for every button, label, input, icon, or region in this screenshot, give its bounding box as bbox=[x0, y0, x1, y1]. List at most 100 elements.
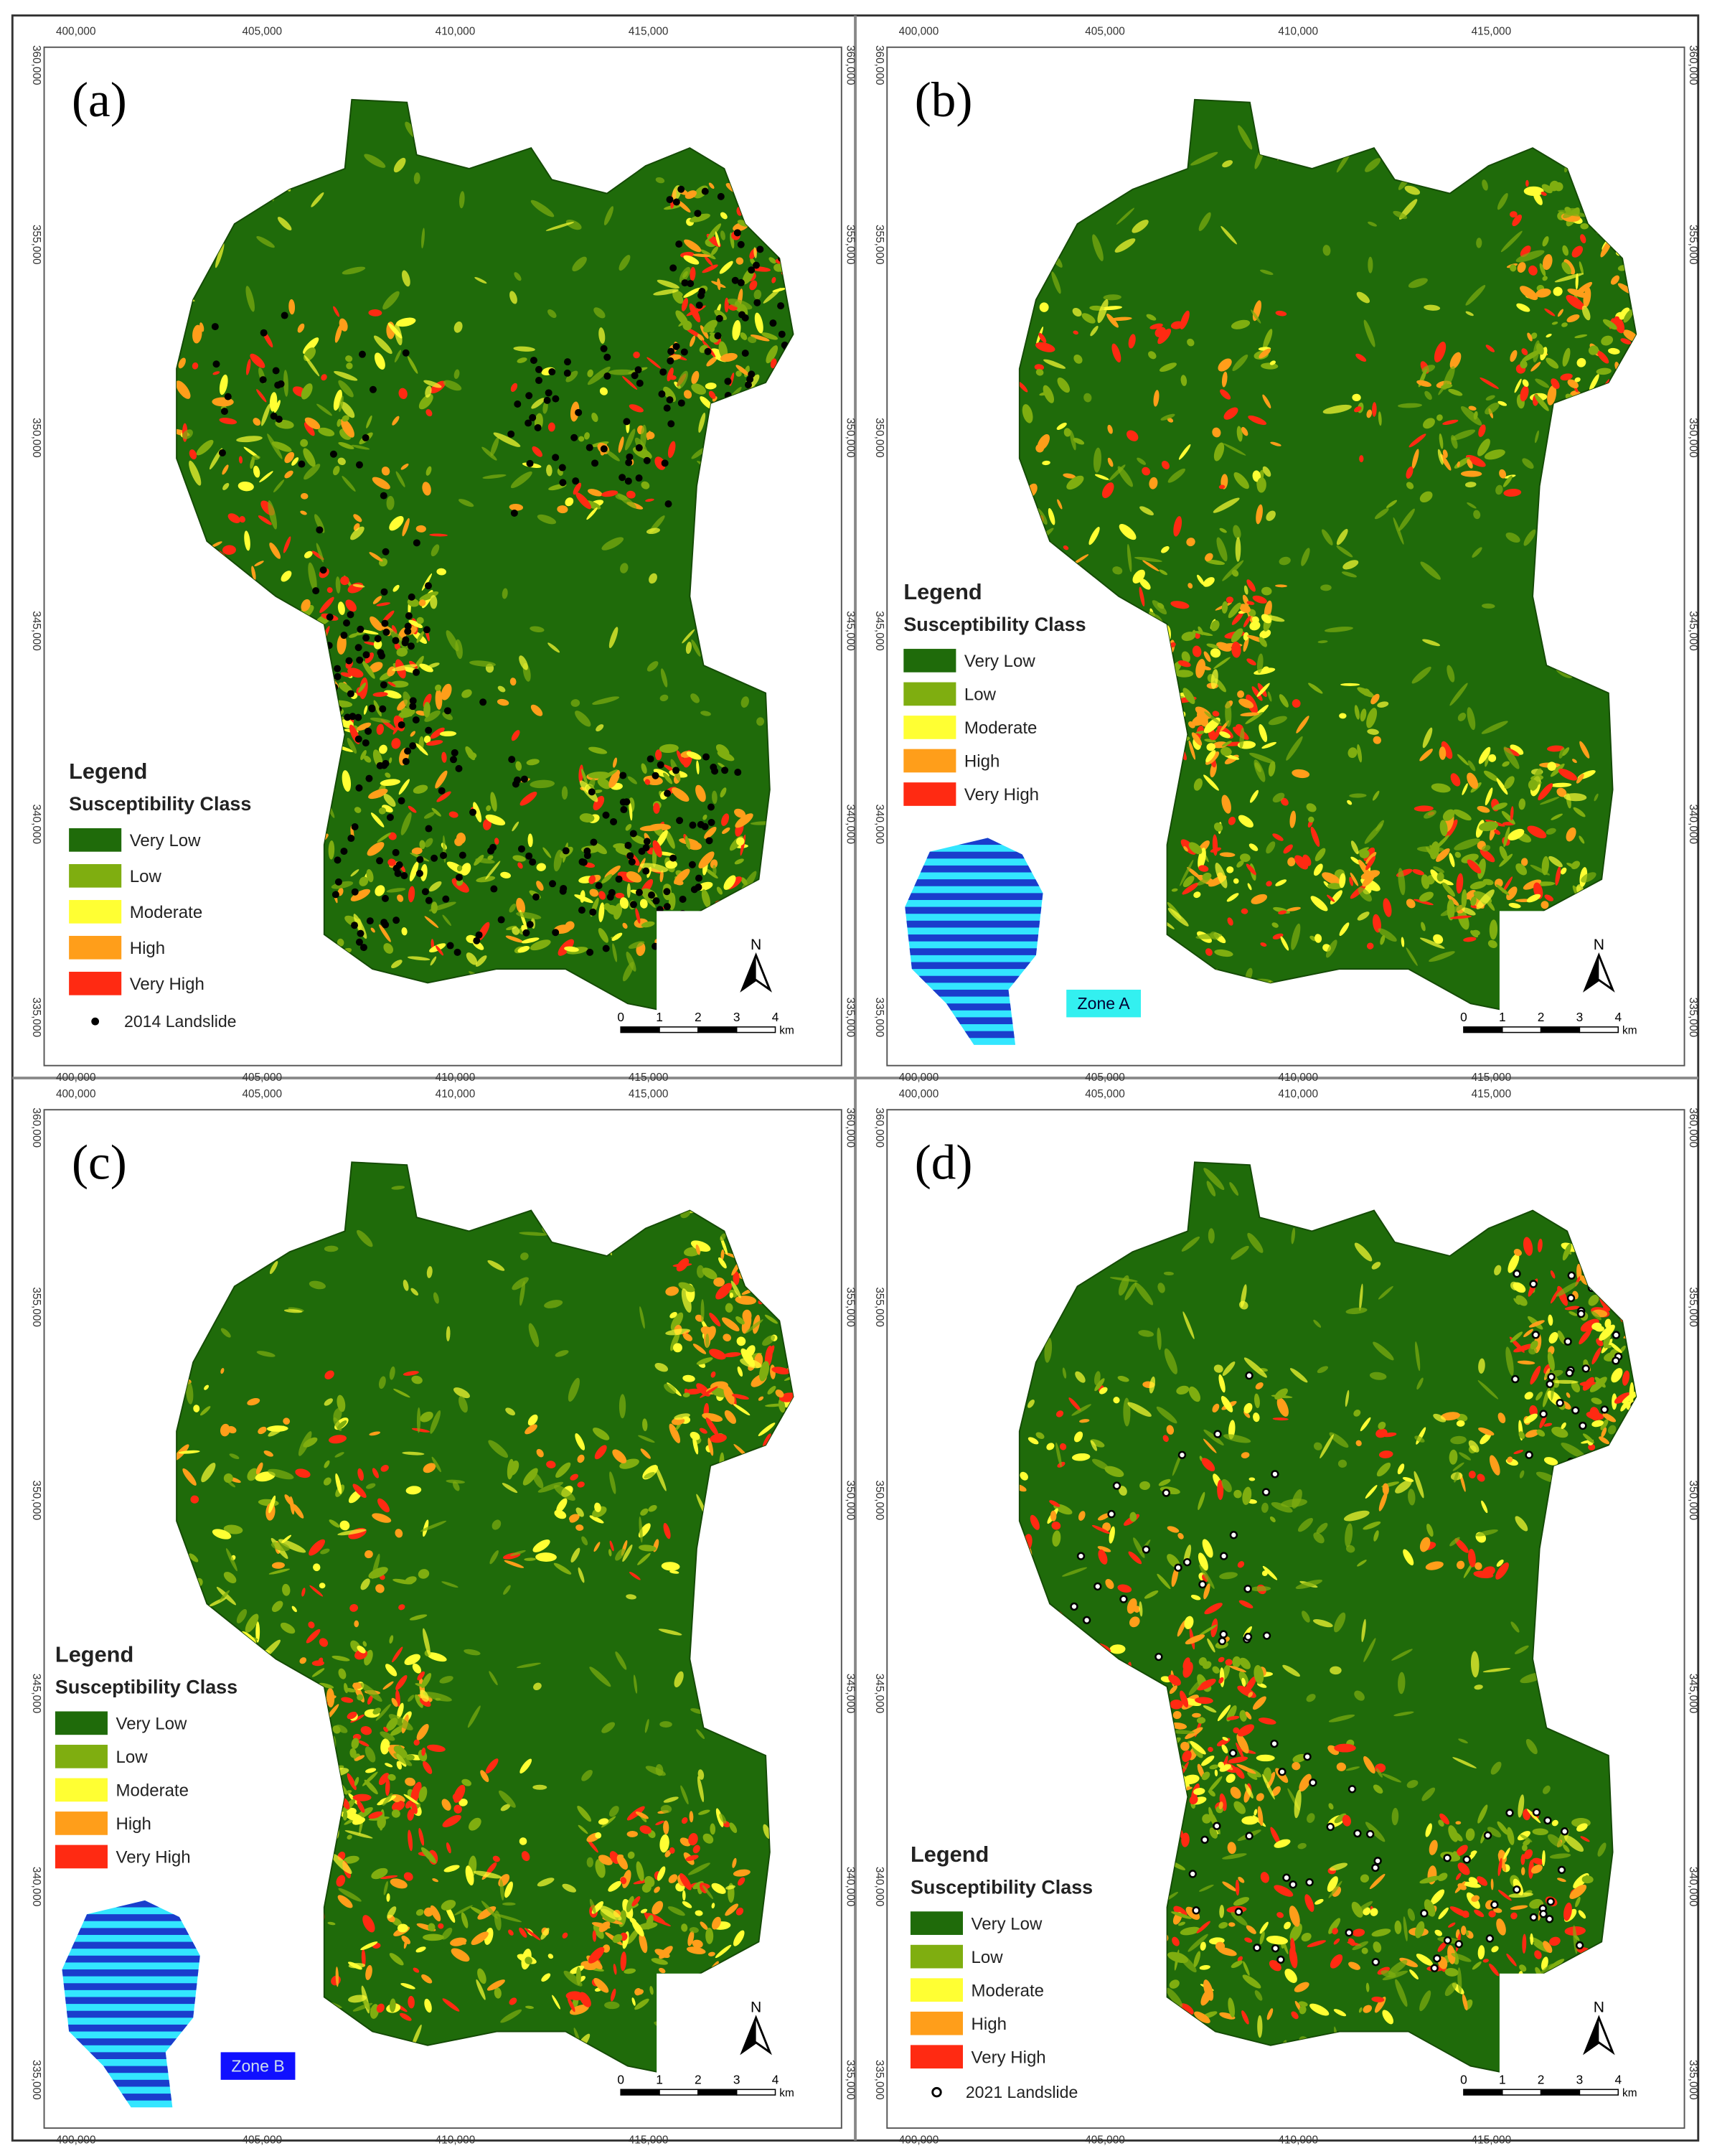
x-tick-label: 415,000 bbox=[629, 1072, 669, 1084]
texture-patch bbox=[1212, 1403, 1220, 1413]
texture-patch bbox=[1452, 1851, 1458, 1860]
texture-patch bbox=[700, 249, 716, 260]
texture-patch bbox=[1478, 746, 1491, 764]
texture-patch bbox=[1202, 1814, 1212, 1824]
texture-patch bbox=[1304, 1894, 1314, 1912]
landslide-point bbox=[1082, 1616, 1091, 1625]
landslide-point bbox=[260, 329, 268, 337]
texture-patch bbox=[516, 911, 542, 919]
texture-patch bbox=[717, 278, 721, 291]
texture-patch bbox=[443, 1865, 460, 1873]
texture-patch bbox=[681, 1817, 688, 1824]
landslide-point bbox=[356, 656, 364, 664]
texture-patch bbox=[362, 660, 375, 679]
landslide-point bbox=[1529, 1280, 1538, 1288]
texture-patch bbox=[721, 813, 730, 826]
x-tick-label: 415,000 bbox=[1472, 25, 1512, 37]
texture-patch bbox=[613, 1964, 617, 1975]
texture-patch bbox=[1548, 1314, 1553, 1326]
texture-patch bbox=[1416, 1377, 1424, 1390]
texture-patch bbox=[1398, 508, 1415, 531]
texture-patch bbox=[698, 412, 706, 433]
texture-patch bbox=[1250, 1586, 1271, 1592]
texture-patch bbox=[661, 1562, 680, 1571]
texture-patch bbox=[1336, 545, 1353, 558]
texture-patch bbox=[227, 513, 240, 523]
texture-patch bbox=[219, 418, 237, 425]
texture-patch bbox=[271, 1562, 285, 1569]
texture-patch bbox=[1322, 404, 1352, 414]
texture-patch bbox=[565, 497, 574, 507]
texture-patch bbox=[601, 1722, 616, 1733]
landslide-point bbox=[535, 377, 543, 385]
texture-patch bbox=[1289, 810, 1297, 828]
y-tick-label: 345,000 bbox=[1687, 1674, 1699, 1714]
y-tick-label: 340,000 bbox=[873, 1867, 885, 1907]
texture-patch bbox=[500, 1804, 511, 1811]
texture-patch bbox=[1127, 430, 1139, 441]
texture-patch bbox=[411, 1375, 423, 1384]
texture-patch bbox=[1541, 1850, 1546, 1867]
texture-patch bbox=[1421, 874, 1430, 889]
zone-label-box bbox=[1066, 989, 1142, 1018]
texture-patch bbox=[1352, 1941, 1369, 1951]
texture-patch bbox=[1393, 1711, 1414, 1717]
landslide-point bbox=[748, 266, 756, 274]
texture-patch bbox=[657, 279, 679, 289]
texture-patch bbox=[1454, 1471, 1459, 1483]
texture-patch bbox=[1071, 1404, 1091, 1416]
texture-patch bbox=[1622, 1370, 1630, 1386]
texture-patch bbox=[1411, 666, 1431, 684]
y-tick-label: 350,000 bbox=[873, 418, 885, 458]
texture-patch bbox=[697, 334, 705, 342]
texture-patch bbox=[1196, 1921, 1210, 1934]
texture-patch bbox=[519, 1758, 532, 1774]
landslide-point bbox=[1174, 1563, 1182, 1572]
texture-patch bbox=[430, 1410, 441, 1434]
texture-patch bbox=[1267, 691, 1272, 702]
texture-patch bbox=[1222, 560, 1244, 581]
texture-patch bbox=[524, 1557, 536, 1561]
texture-patch bbox=[1582, 1433, 1594, 1443]
texture-patch bbox=[1194, 2011, 1210, 2024]
texture-patch bbox=[1376, 1768, 1383, 1778]
texture-patch bbox=[1383, 898, 1392, 917]
texture-patch bbox=[1571, 861, 1581, 870]
texture-patch bbox=[1467, 859, 1482, 874]
texture-patch bbox=[1450, 1435, 1467, 1445]
landslide-point bbox=[1348, 1785, 1357, 1794]
texture-patch bbox=[708, 182, 715, 189]
texture-patch bbox=[697, 1776, 705, 1802]
texture-patch bbox=[1467, 459, 1473, 469]
texture-patch bbox=[327, 1921, 336, 1926]
landslide-point bbox=[392, 917, 400, 924]
texture-patch bbox=[618, 436, 624, 453]
landslide-point bbox=[1546, 1897, 1555, 1906]
texture-patch bbox=[735, 1316, 745, 1325]
texture-patch bbox=[1569, 1884, 1587, 1899]
texture-patch bbox=[1279, 694, 1289, 708]
texture-patch bbox=[1261, 586, 1272, 596]
texture-patch bbox=[1551, 813, 1563, 820]
landslide-point bbox=[1567, 1271, 1576, 1280]
texture-patch bbox=[1510, 806, 1514, 821]
texture-patch bbox=[273, 400, 281, 413]
texture-patch bbox=[308, 1621, 315, 1628]
texture-patch bbox=[1227, 1842, 1236, 1855]
texture-patch bbox=[375, 1704, 391, 1721]
texture-patch bbox=[1371, 1928, 1391, 1937]
landslide-point bbox=[412, 716, 420, 724]
texture-patch bbox=[1454, 838, 1481, 850]
texture-patch bbox=[526, 759, 540, 766]
texture-patch bbox=[1256, 653, 1264, 674]
legend-title: Legend bbox=[55, 1641, 133, 1667]
texture-patch bbox=[365, 1768, 377, 1773]
texture-patch bbox=[685, 1855, 699, 1861]
texture-patch bbox=[334, 370, 358, 381]
texture-patch bbox=[676, 750, 685, 766]
legend-label: Very High bbox=[972, 2048, 1046, 2067]
texture-patch bbox=[1280, 936, 1289, 951]
texture-patch bbox=[1416, 1954, 1434, 1966]
texture-patch bbox=[1107, 457, 1114, 467]
texture-patch bbox=[730, 232, 735, 249]
